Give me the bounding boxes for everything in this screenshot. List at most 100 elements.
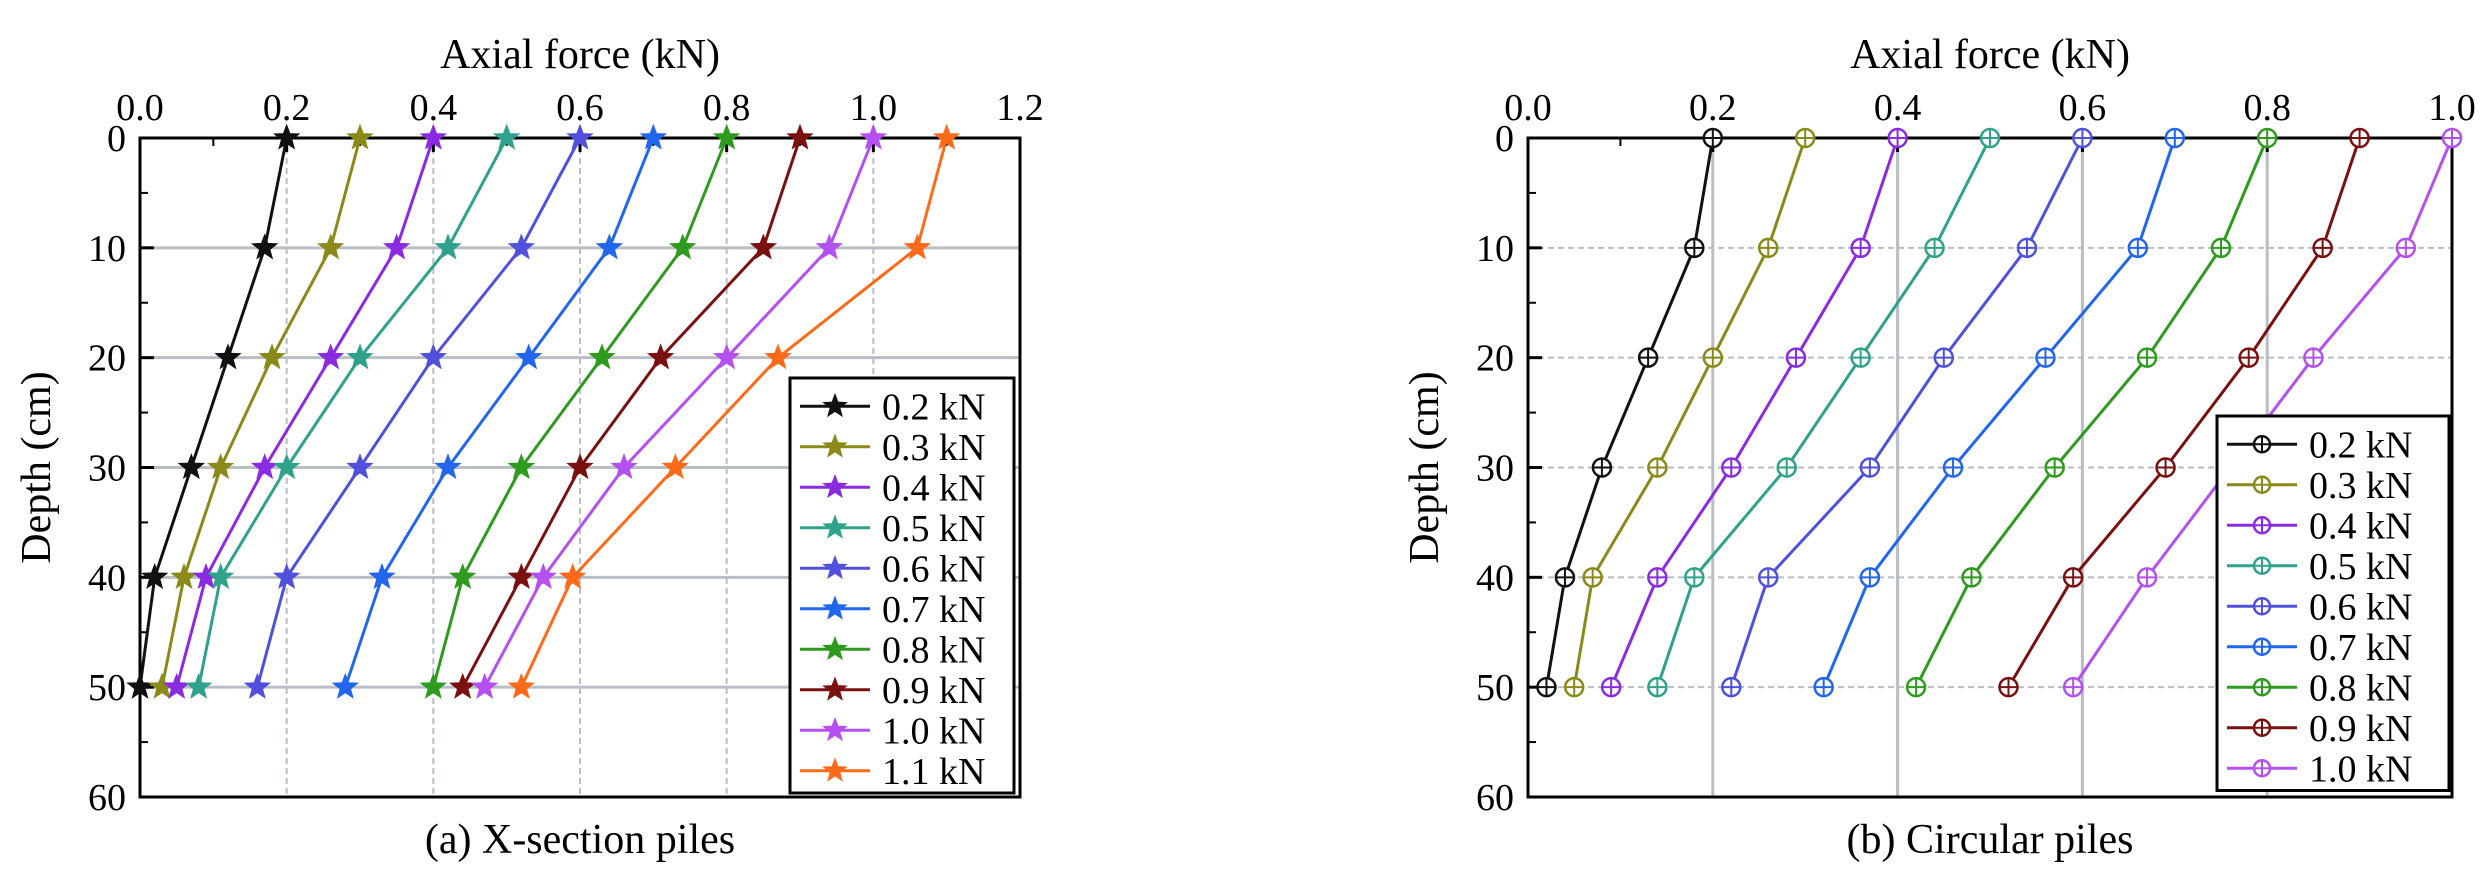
data-point-circle	[1757, 567, 1779, 588]
y-axis-ticks: 0 10 20 30 40 50 60	[88, 118, 154, 819]
y-tick-label: 60	[1476, 777, 1514, 819]
y-tick-label: 30	[1476, 448, 1514, 490]
y-tick-label: 40	[88, 557, 126, 599]
data-point-star	[250, 453, 279, 480]
data-point-star	[822, 433, 848, 458]
data-point-star	[419, 672, 448, 699]
legend-label: 0.9 kN	[882, 670, 985, 712]
x-tick-label: 0.0	[1504, 87, 1552, 129]
data-point-circle	[1554, 567, 1576, 588]
data-point-circle	[1998, 676, 2019, 698]
legend-label: 0.7 kN	[882, 589, 985, 631]
data-point-circle	[1979, 127, 2001, 149]
data-point-circle	[1757, 237, 1779, 259]
data-point-star	[272, 453, 301, 480]
data-point-circle	[2238, 347, 2259, 368]
data-point-star	[214, 343, 242, 370]
data-point-circle	[2016, 237, 2038, 259]
legend-label: 0.6 kN	[2309, 586, 2412, 628]
x-axis-ticks: 0.0 0.2 0.4 0.6 0.8 1.0	[1504, 87, 2476, 152]
legend-label: 1.1 kN	[882, 751, 985, 793]
data-point-star	[140, 562, 169, 590]
data-point-circle	[1702, 347, 1724, 368]
data-point-circle	[2044, 457, 2065, 478]
legend-label: 0.5 kN	[2309, 546, 2412, 588]
legend-label: 0.8 kN	[2309, 667, 2412, 709]
y-tick-label: 0	[107, 118, 126, 160]
data-point-star	[661, 453, 690, 480]
data-point-circle	[1721, 676, 1742, 698]
data-point-star	[419, 123, 448, 150]
data-point-star	[668, 233, 697, 260]
data-point-star	[272, 123, 301, 150]
legend-label: 0.9 kN	[2309, 708, 2412, 750]
data-point-star	[822, 716, 848, 742]
x-axis-title: Axial force (kN)	[1850, 32, 2130, 78]
y-tick-label: 60	[88, 777, 126, 819]
data-point-star	[566, 123, 594, 150]
x-tick-label: 1.0	[2428, 87, 2476, 129]
data-point-circle	[1850, 347, 1871, 368]
data-point-circle	[1813, 676, 1834, 698]
data-point-star	[610, 453, 638, 480]
legend-label: 0.3 kN	[882, 427, 985, 469]
panel-circular-piles: 0.0 0.2 0.4 0.6 0.8 1.0 0 10 20 30 40 50 60 Axial for…	[1402, 32, 2476, 863]
series-group	[1536, 127, 2463, 698]
series-line-0-5-kN	[1655, 137, 1992, 688]
data-point-circle	[1887, 127, 1908, 149]
data-point-star	[368, 562, 396, 590]
data-point-circle	[2136, 347, 2158, 368]
data-point-star	[346, 343, 374, 370]
x-tick-label: 1.0	[850, 87, 898, 129]
y-tick-label: 20	[88, 338, 126, 380]
data-point-star	[448, 562, 477, 590]
y-tick-label: 20	[1476, 338, 1514, 380]
data-point-circle	[2252, 637, 2272, 656]
x-tick-label: 0.6	[2059, 87, 2107, 129]
data-point-circle	[2252, 516, 2272, 535]
x-tick-label: 0.6	[556, 87, 604, 129]
data-point-circle	[1647, 676, 1668, 698]
data-point-star	[859, 123, 888, 150]
x-tick-label: 1.2	[996, 87, 1044, 129]
y-tick-label: 10	[88, 228, 126, 270]
data-point-circle	[2252, 718, 2272, 737]
data-point-star	[434, 453, 462, 480]
data-point-star	[822, 392, 848, 418]
data-point-circle	[1600, 676, 1622, 698]
series-line-0-7-kN	[1822, 137, 2177, 688]
data-point-star	[822, 757, 848, 782]
data-point-star	[507, 233, 536, 260]
data-point-star	[419, 343, 448, 370]
data-point-star	[822, 554, 848, 580]
data-point-circle	[2136, 567, 2158, 588]
legend: 0.2 kN0.3 kN0.4 kN0.5 kN0.6 kN0.7 kN0.8 …	[2215, 414, 2451, 792]
data-point-star	[382, 233, 411, 260]
data-point-star	[815, 233, 844, 260]
y-axis-title: Depth (cm)	[1402, 371, 1448, 563]
data-point-star	[786, 123, 814, 150]
data-point-circle	[2395, 237, 2417, 259]
series-line-0-2-kN	[138, 137, 289, 688]
series-line-0-8-kN	[431, 137, 729, 688]
data-point-circle	[1591, 457, 1613, 478]
legend-label: 0.4 kN	[2309, 505, 2412, 547]
x-tick-label: 0.2	[263, 87, 311, 129]
data-point-star	[434, 233, 462, 260]
legend-label: 0.4 kN	[882, 467, 985, 509]
data-point-circle	[2441, 127, 2463, 149]
legend-label: 0.7 kN	[2309, 627, 2412, 669]
data-point-circle	[1721, 457, 1742, 478]
data-point-circle	[2155, 457, 2176, 478]
data-point-star	[749, 233, 778, 260]
series-line-1-0-kN	[483, 137, 875, 688]
series-line-0-6-kN	[255, 137, 582, 688]
legend-label: 0.3 kN	[2309, 465, 2412, 507]
data-point-circle	[1850, 237, 1871, 259]
data-point-circle	[2252, 556, 2272, 575]
data-point-star	[566, 453, 594, 480]
legend-label: 0.8 kN	[882, 629, 985, 671]
data-point-star	[448, 672, 477, 699]
y-tick-label: 10	[1476, 228, 1514, 270]
